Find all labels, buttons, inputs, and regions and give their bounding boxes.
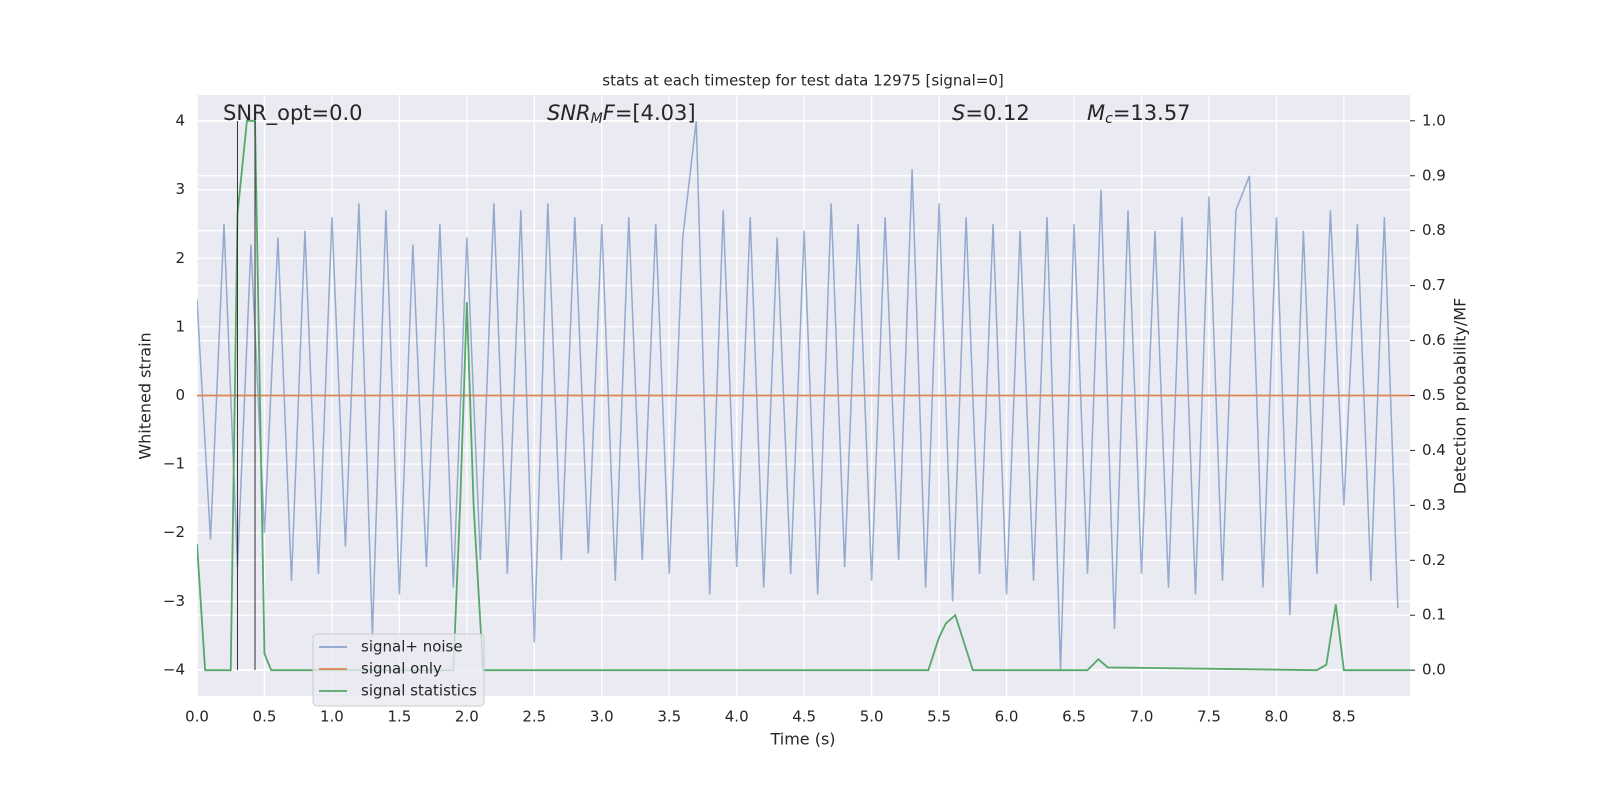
x-tick-label: 0.5 [253, 708, 277, 726]
annotation-main: SNR_opt=0.0 [223, 101, 363, 126]
annotation-main: SNR [547, 101, 591, 125]
x-tick-label: 2.5 [522, 708, 546, 726]
chart-title: stats at each timestep for test data 129… [602, 72, 1003, 90]
annotation-sub: c [1105, 111, 1113, 127]
y-tick-label: −2 [163, 523, 185, 541]
x-tick-label: 8.0 [1264, 708, 1288, 726]
y-tick-label: −1 [163, 455, 185, 473]
y2-tick-label: 0.8 [1422, 221, 1446, 239]
legend-label: signal statistics [361, 682, 477, 700]
y2-tick-label: 0.4 [1422, 441, 1446, 459]
annotation: SNR_opt=0.0 [223, 101, 363, 126]
y2-tick-label: 0.5 [1422, 386, 1446, 404]
y2-tick-label: 1.0 [1422, 111, 1446, 129]
y-tick-label: 2 [175, 249, 185, 267]
legend-label: signal only [361, 660, 442, 678]
x-tick-label: 1.0 [320, 708, 344, 726]
annotation: S=0.12 [952, 101, 1030, 125]
y2-tick-label: 0.9 [1422, 166, 1446, 184]
annotation-sub: M [591, 111, 603, 127]
y2-tick-label: 0.1 [1422, 606, 1446, 624]
x-tick-label: 4.5 [792, 708, 816, 726]
x-tick-label: 8.5 [1332, 708, 1356, 726]
x-tick-label: 6.0 [995, 708, 1019, 726]
y-tick-label: 4 [175, 112, 185, 130]
y-tick-label: 0 [175, 386, 185, 404]
y2-tick-label: 0.3 [1422, 496, 1446, 514]
annotation-tail: F=[4.03] [603, 101, 696, 125]
series-line [197, 119, 1410, 672]
y-tick-label: 1 [175, 317, 185, 335]
annotation-tail: =[4.03] [615, 101, 696, 125]
legend: signal+ noise signal only signal statistic… [312, 633, 485, 707]
y-tick-label: −3 [163, 592, 185, 610]
annotation-tail: =13.57 [1113, 101, 1191, 125]
y2-tick-label: 0.6 [1422, 331, 1446, 349]
y2-tick-label: 0.2 [1422, 551, 1446, 569]
annotation-tail: =0.12 [965, 101, 1029, 125]
x-axis-label: Time (s) [769, 730, 835, 749]
y2-axis-label: Detection probability/MF [1451, 298, 1470, 495]
y2-tick-label: 0.0 [1422, 661, 1446, 679]
x-tick-label: 5.5 [927, 708, 951, 726]
legend-box [312, 633, 485, 707]
series-line [197, 120, 1399, 670]
x-tick-label: 0.0 [185, 708, 209, 726]
y-tick-label: 3 [175, 180, 185, 198]
legend-label: signal+ noise [361, 638, 463, 656]
x-tick-label: 3.0 [590, 708, 614, 726]
annotation-tail: F [603, 101, 616, 125]
y-tick-label: −4 [163, 660, 185, 678]
x-tick-label: 3.5 [657, 708, 681, 726]
annotation: Mc=13.57 [1087, 101, 1191, 127]
x-tick-label: 7.5 [1197, 708, 1221, 726]
annotation: SNRMF=[4.03] [547, 101, 696, 127]
annotation-main: M [1087, 101, 1105, 125]
x-tick-label: 2.0 [455, 708, 479, 726]
y-axis-label: Whitened strain [136, 332, 155, 459]
x-tick-label: 6.5 [1062, 708, 1086, 726]
y2-tick-label: 0.7 [1422, 276, 1446, 294]
x-tick-label: 4.0 [725, 708, 749, 726]
annotation-main: S [952, 101, 965, 125]
x-tick-label: 7.0 [1130, 708, 1154, 726]
x-tick-label: 5.0 [860, 708, 884, 726]
x-tick-label: 1.5 [387, 708, 411, 726]
